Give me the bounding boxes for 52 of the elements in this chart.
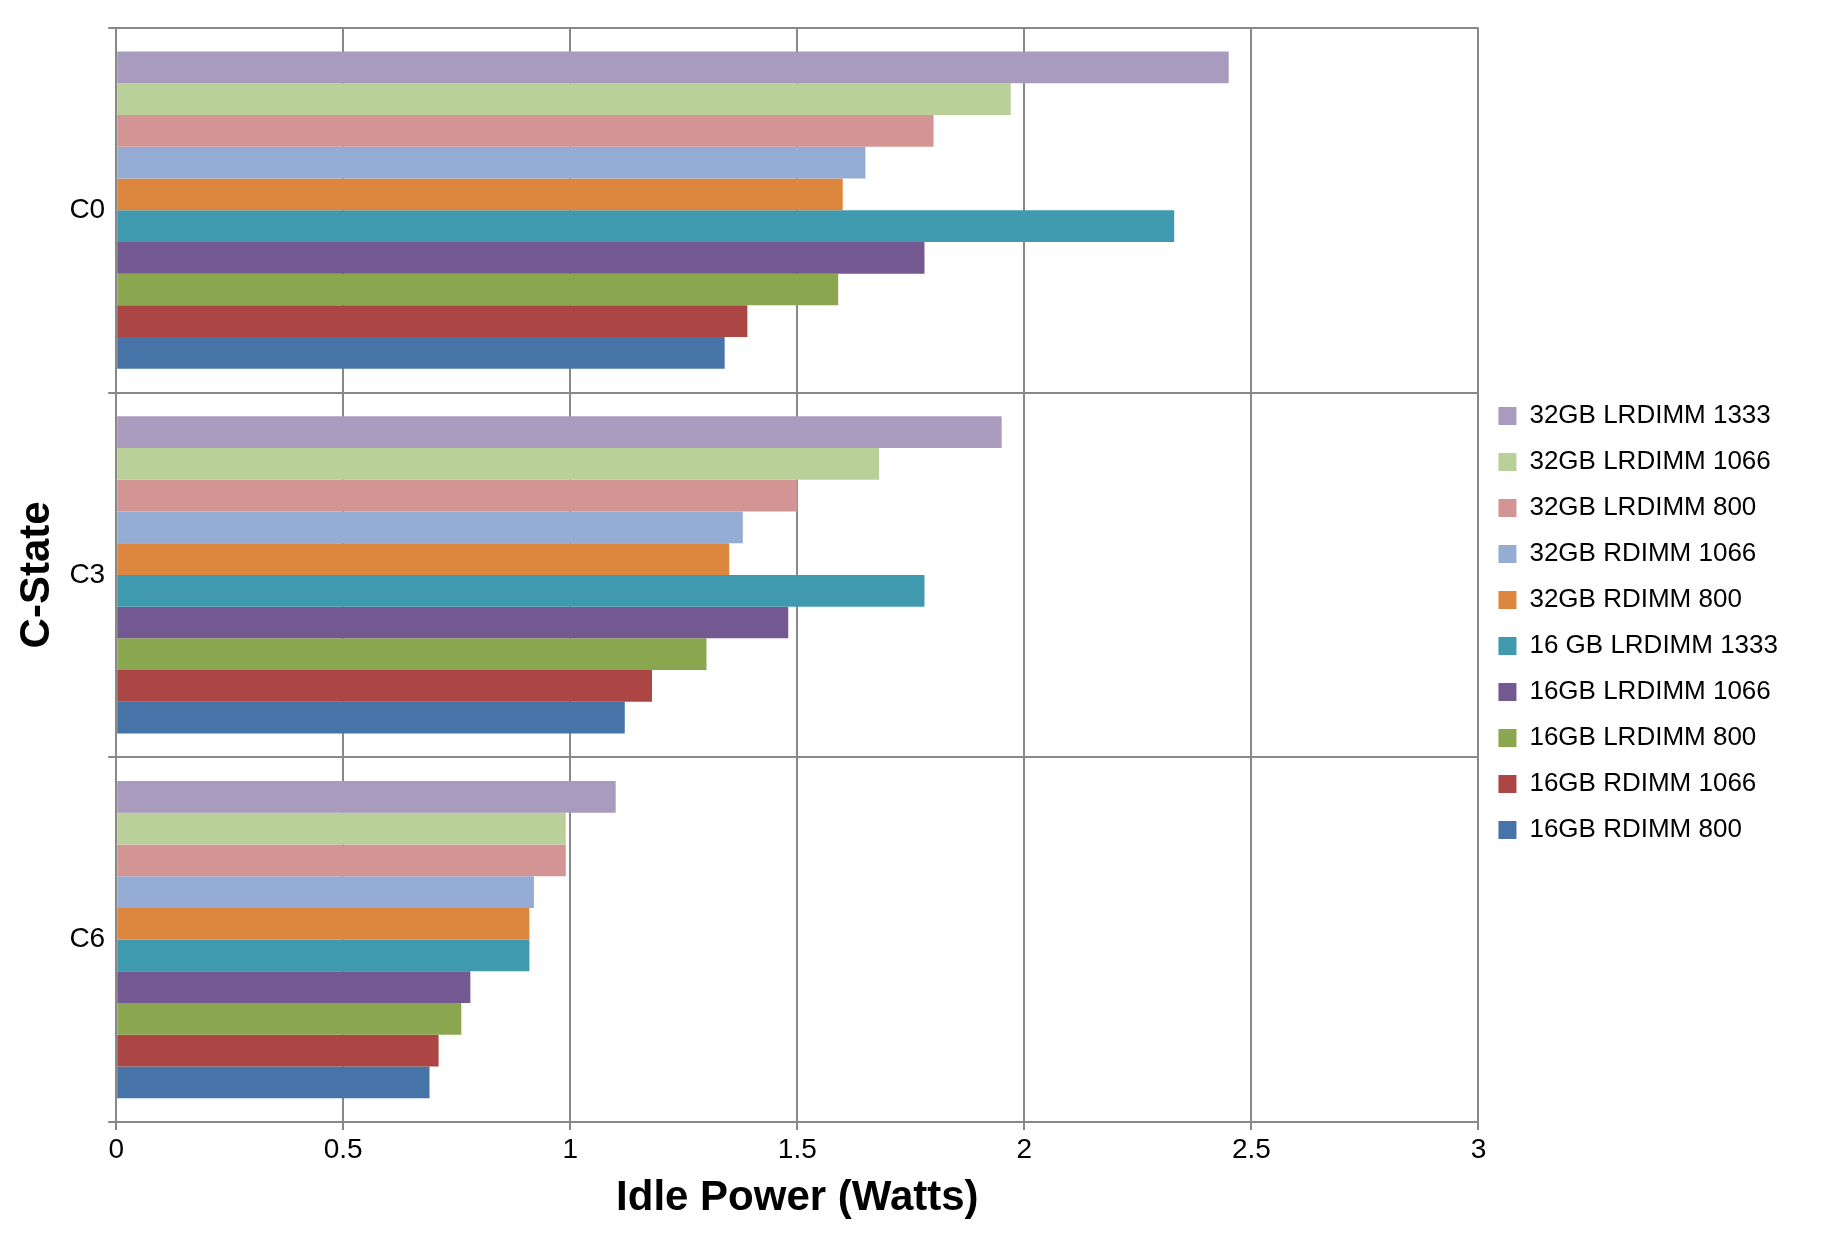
x-tick-label: 1.5 bbox=[777, 1132, 817, 1164]
bar bbox=[117, 1003, 462, 1035]
bar bbox=[117, 337, 725, 369]
legend-label: 16 GB LRDIMM 1333 bbox=[1529, 629, 1779, 660]
y-tick-label: C3 bbox=[69, 557, 106, 589]
bar bbox=[117, 812, 566, 845]
bar bbox=[117, 670, 653, 702]
legend-label: 32GB LRDIMM 1333 bbox=[1529, 399, 1771, 430]
legend-label: 32GB LRDIMM 800 bbox=[1529, 491, 1757, 522]
bar bbox=[117, 241, 925, 274]
bar bbox=[117, 305, 748, 338]
bar bbox=[117, 51, 1229, 84]
x-tick-label: 2 bbox=[1016, 1132, 1033, 1164]
bar bbox=[117, 574, 925, 607]
legend-label: 16GB LRDIMM 800 bbox=[1529, 721, 1757, 752]
bar bbox=[117, 701, 625, 734]
bar bbox=[117, 971, 471, 1004]
bar bbox=[117, 511, 743, 544]
bar bbox=[117, 543, 730, 575]
bar bbox=[117, 1066, 430, 1099]
legend-label: 16GB LRDIMM 1066 bbox=[1529, 675, 1771, 706]
x-tick-label: 0.5 bbox=[323, 1132, 363, 1164]
bar bbox=[117, 907, 530, 940]
x-tick-label: 1 bbox=[562, 1132, 579, 1164]
legend-label: 16GB RDIMM 1066 bbox=[1529, 767, 1757, 798]
bar bbox=[117, 273, 839, 306]
legend-label: 32GB LRDIMM 1066 bbox=[1529, 445, 1771, 476]
x-tick-label: 3 bbox=[1470, 1132, 1487, 1164]
bar bbox=[117, 210, 1175, 242]
x-tick-label: 0 bbox=[108, 1132, 124, 1164]
bar bbox=[117, 638, 707, 671]
bar bbox=[117, 447, 880, 480]
x-axis-title: Idle Power (Watts) bbox=[616, 1172, 979, 1220]
bar bbox=[117, 1034, 439, 1067]
legend-label: 16GB RDIMM 800 bbox=[1529, 813, 1742, 844]
bar bbox=[117, 876, 534, 908]
bar bbox=[117, 479, 798, 512]
legend-label: 32GB RDIMM 800 bbox=[1529, 583, 1742, 614]
bar bbox=[117, 114, 934, 147]
y-tick-label: C6 bbox=[69, 922, 106, 954]
y-axis-title: C-State bbox=[10, 501, 58, 649]
x-tick-label: 2.5 bbox=[1231, 1132, 1271, 1164]
bar bbox=[117, 939, 530, 972]
y-tick-label: C0 bbox=[69, 192, 106, 224]
bar bbox=[117, 178, 843, 211]
legend-label: 32GB RDIMM 1066 bbox=[1529, 537, 1757, 568]
bar bbox=[117, 780, 616, 813]
bar bbox=[117, 606, 789, 639]
bar bbox=[117, 844, 566, 877]
bar bbox=[117, 416, 1002, 448]
bar bbox=[117, 146, 866, 179]
bar bbox=[117, 83, 1011, 115]
